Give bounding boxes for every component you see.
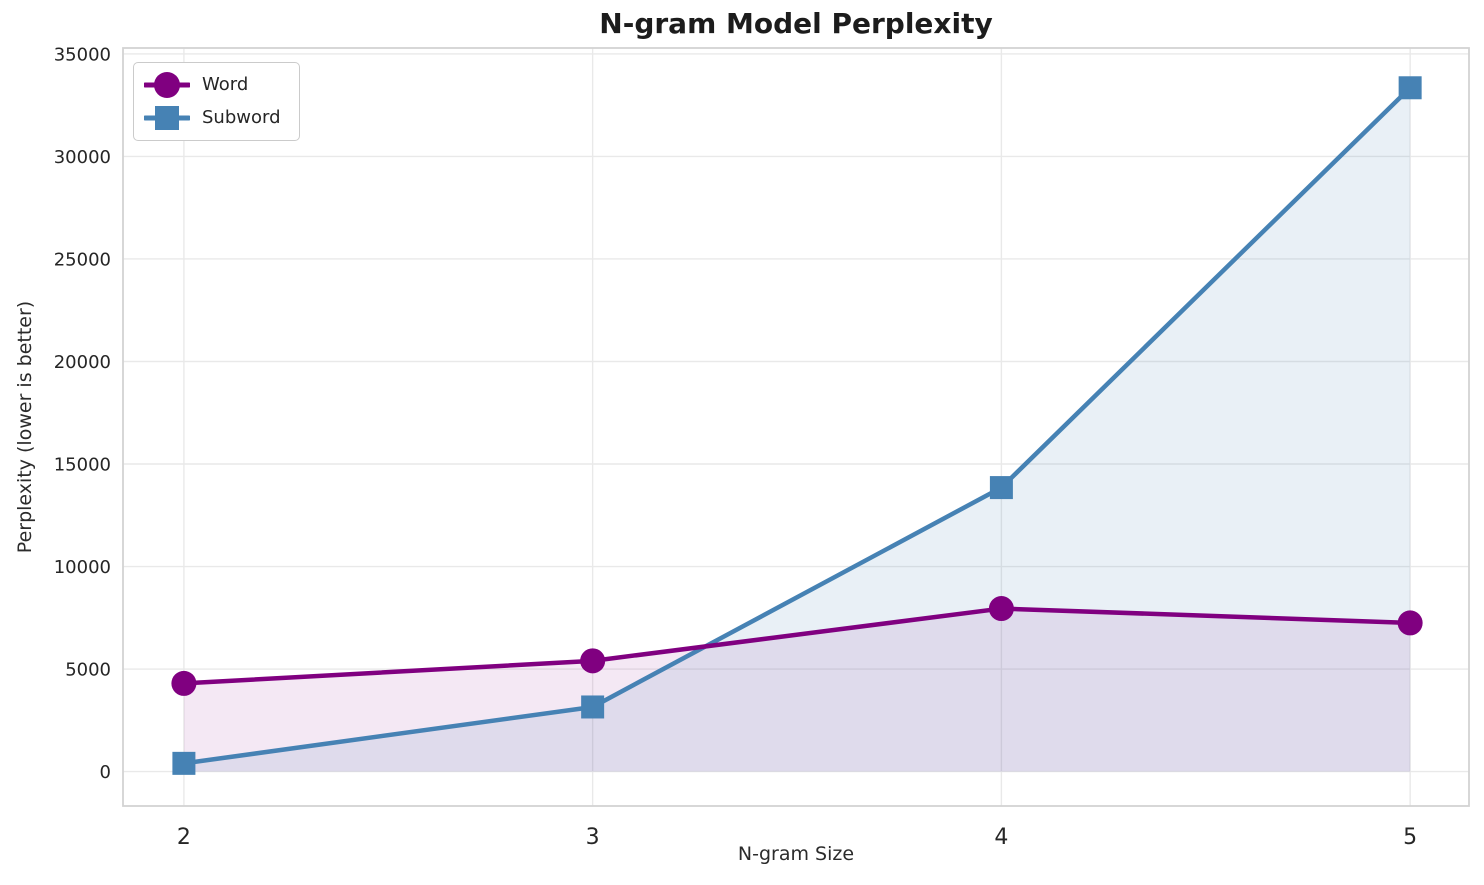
y-tick-label-20000: 20000 — [54, 352, 111, 373]
legend-item-word: Word — [144, 71, 281, 99]
subword-marker-x5 — [1398, 76, 1422, 100]
x-tick-label-2: 2 — [177, 825, 191, 850]
chart-title: N-gram Model Perplexity — [599, 7, 993, 40]
legend-label-word: Word — [202, 74, 249, 95]
word-marker-x5 — [1397, 610, 1423, 636]
legend-label-subword: Subword — [202, 107, 281, 128]
word-marker-x4 — [988, 596, 1014, 622]
y-tick-label-35000: 35000 — [54, 44, 111, 65]
y-tick-label-10000: 10000 — [54, 557, 111, 578]
word-line — [181, 606, 1413, 686]
word-series-marker-icon — [144, 72, 190, 98]
x-axis-label: N-gram Size — [737, 843, 855, 865]
subword-area-fill — [183, 87, 1411, 772]
subword-marker-x2 — [172, 751, 196, 775]
y-tick-label-15000: 15000 — [54, 455, 111, 476]
x-tick-label-4: 4 — [994, 825, 1008, 850]
word-marker-x3 — [580, 648, 606, 674]
x-tick-label-5: 5 — [1403, 825, 1417, 850]
legend-item-subword: Subword — [144, 104, 281, 132]
subword-series-marker-icon — [144, 106, 190, 130]
x-tick-label-3: 3 — [586, 825, 600, 850]
subword-marker-x3 — [581, 695, 605, 719]
plot-border — [122, 47, 1470, 807]
y-tick-label-30000: 30000 — [54, 147, 111, 168]
y-tick-label-0: 0 — [100, 762, 111, 783]
word-marker-x2 — [171, 670, 197, 696]
subword-marker-x4 — [989, 476, 1013, 500]
y-axis-label: Perplexity (lower is better) — [14, 300, 36, 554]
legend: Word Subword — [133, 62, 300, 141]
word-area-fill — [183, 608, 1411, 772]
y-tick-label-5000: 5000 — [65, 660, 111, 681]
subword-line — [181, 85, 1413, 766]
y-tick-label-25000: 25000 — [54, 249, 111, 270]
